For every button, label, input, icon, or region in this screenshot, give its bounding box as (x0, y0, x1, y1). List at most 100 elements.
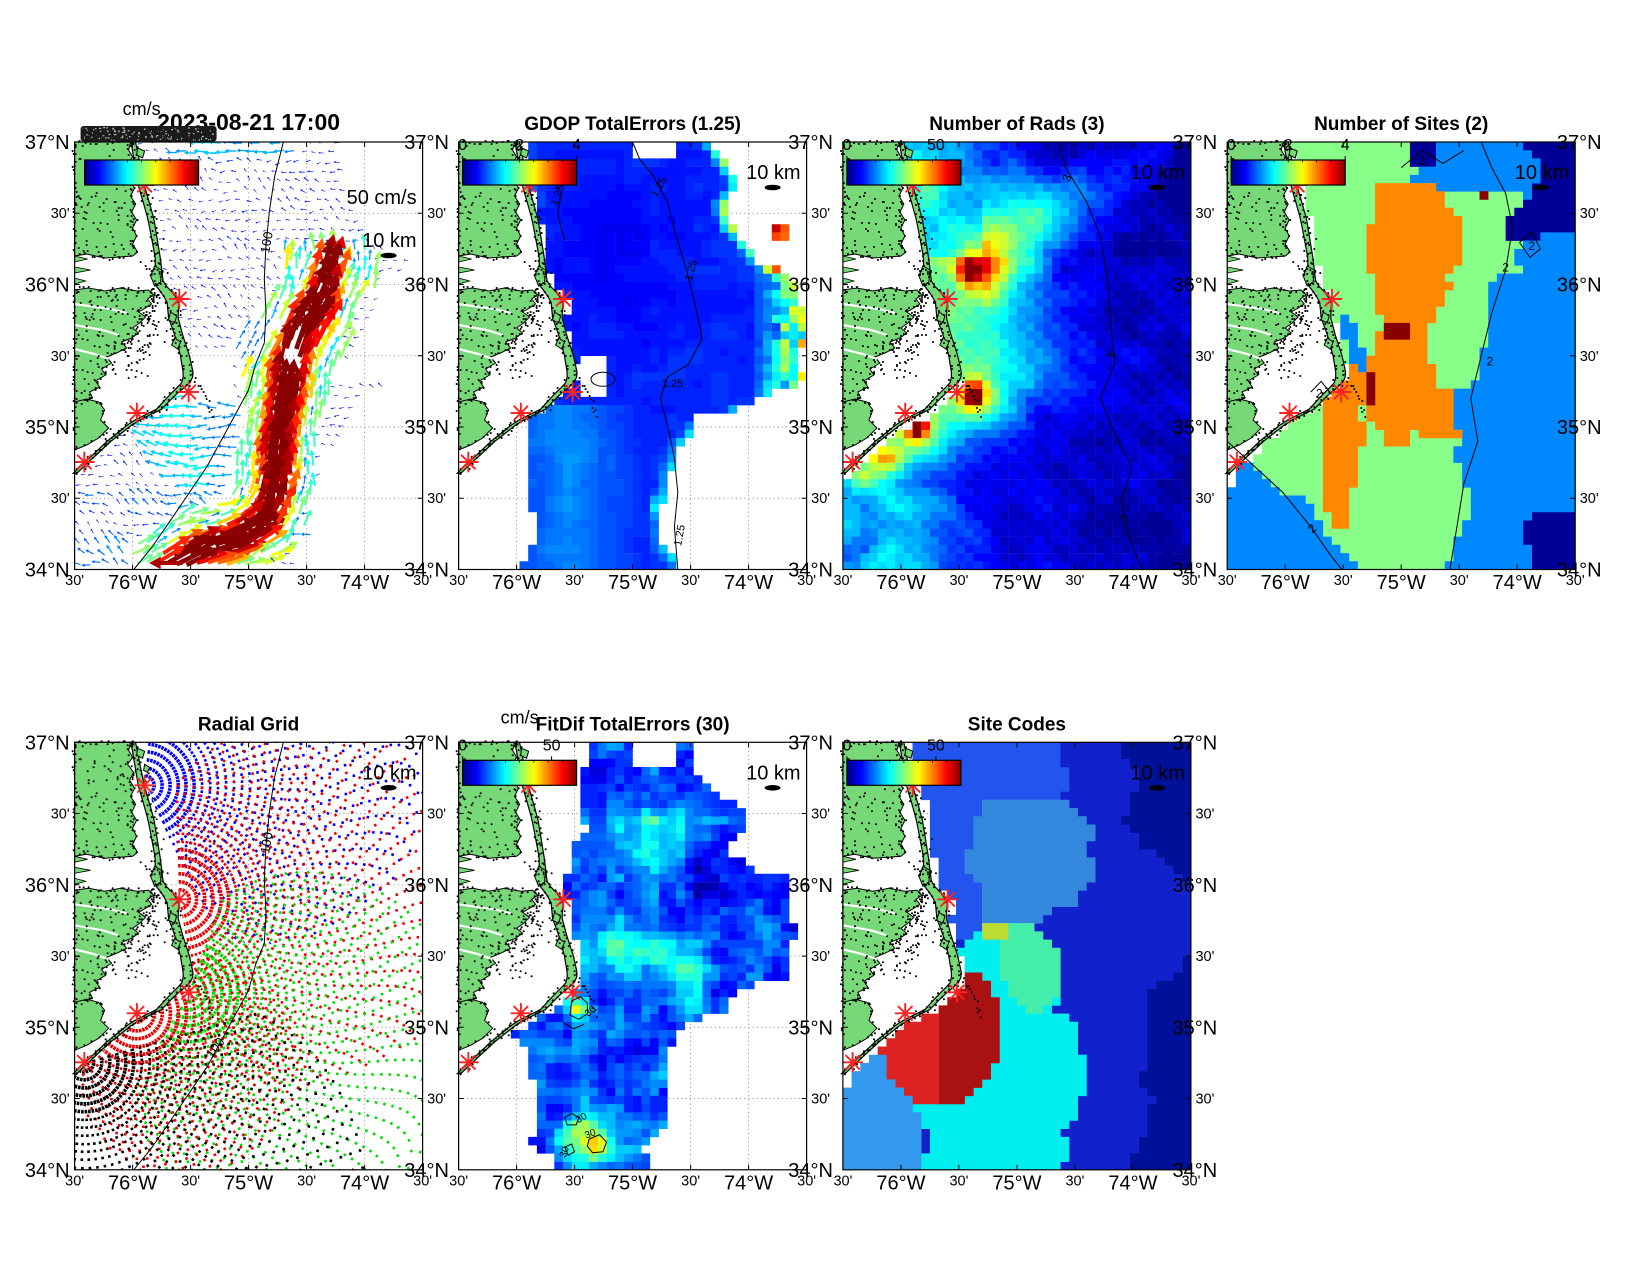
svg-text:4: 4 (572, 137, 581, 154)
svg-text:50: 50 (543, 737, 561, 754)
svg-text:30': 30' (949, 1173, 968, 1189)
svg-text:3: 3 (1105, 351, 1120, 360)
svg-text:30': 30' (427, 206, 446, 222)
svg-text:cm/s: cm/s (501, 707, 539, 727)
svg-text:36°N: 36°N (1173, 275, 1218, 297)
svg-text:30': 30' (51, 349, 70, 365)
svg-text:37°N: 37°N (788, 732, 833, 754)
svg-text:35°N: 35°N (25, 1017, 70, 1039)
svg-text:0: 0 (1227, 137, 1236, 154)
svg-text:75°W: 75°W (608, 1172, 657, 1194)
svg-text:30': 30' (565, 1173, 584, 1189)
svg-text:36°N: 36°N (25, 275, 70, 297)
svg-text:75°W: 75°W (608, 572, 657, 594)
svg-text:30': 30' (797, 573, 816, 589)
svg-text:4: 4 (1341, 137, 1350, 154)
svg-text:50 cm/s: 50 cm/s (347, 187, 417, 209)
svg-text:30': 30' (449, 1173, 468, 1189)
svg-text:0: 0 (458, 137, 467, 154)
svg-text:30': 30' (811, 491, 830, 507)
svg-text:75°W: 75°W (224, 1172, 273, 1194)
svg-text:30': 30' (1580, 491, 1599, 507)
svg-text:50: 50 (927, 737, 945, 754)
svg-text:76°W: 76°W (108, 572, 157, 594)
svg-text:30': 30' (413, 1173, 432, 1189)
svg-text:30': 30' (811, 349, 830, 365)
svg-text:Number of Rads (3): Number of Rads (3) (929, 114, 1104, 135)
svg-text:34°N: 34°N (788, 560, 833, 582)
svg-text:36°N: 36°N (788, 875, 833, 897)
svg-text:2: 2 (1284, 137, 1293, 154)
svg-text:30': 30' (833, 573, 852, 589)
svg-text:75°W: 75°W (1377, 572, 1426, 594)
svg-text:34°N: 34°N (25, 560, 70, 582)
svg-text:30': 30' (181, 573, 200, 589)
svg-text:35°N: 35°N (404, 1017, 449, 1039)
svg-text:37°N: 37°N (1173, 132, 1218, 154)
svg-text:37°N: 37°N (25, 732, 70, 754)
svg-text:30': 30' (1195, 1092, 1214, 1108)
svg-text:30': 30' (797, 1173, 816, 1189)
svg-text:30': 30' (427, 1092, 446, 1108)
svg-text:30': 30' (1195, 949, 1214, 965)
svg-text:37°N: 37°N (1557, 132, 1602, 154)
svg-text:30': 30' (949, 573, 968, 589)
svg-text:74°W: 74°W (1108, 572, 1157, 594)
svg-text:1.25: 1.25 (683, 258, 700, 282)
svg-text:30': 30' (1580, 206, 1599, 222)
svg-text:36°N: 36°N (788, 275, 833, 297)
svg-text:35°N: 35°N (1557, 417, 1602, 439)
svg-text:30': 30' (51, 807, 70, 823)
svg-text:36°N: 36°N (404, 875, 449, 897)
svg-text:30': 30' (811, 1092, 830, 1108)
svg-text:2: 2 (515, 137, 524, 154)
svg-text:0: 0 (842, 137, 851, 154)
svg-text:76°W: 76°W (876, 1172, 925, 1194)
svg-text:36°N: 36°N (1173, 875, 1218, 897)
svg-text:37°N: 37°N (404, 132, 449, 154)
svg-text:2: 2 (1502, 261, 1509, 275)
svg-text:30': 30' (51, 1092, 70, 1108)
svg-text:0: 0 (842, 737, 851, 754)
svg-text:37°N: 37°N (1173, 732, 1218, 754)
svg-text:3: 3 (1117, 512, 1133, 523)
svg-text:30': 30' (681, 573, 700, 589)
svg-text:30': 30' (413, 573, 432, 589)
svg-text:30': 30' (1065, 573, 1084, 589)
svg-text:2: 2 (1316, 387, 1323, 401)
svg-text:35°N: 35°N (404, 417, 449, 439)
svg-text:30': 30' (1195, 349, 1214, 365)
svg-text:30': 30' (811, 206, 830, 222)
svg-text:30: 30 (583, 1127, 598, 1141)
svg-text:3: 3 (1059, 172, 1075, 183)
svg-text:GDOP TotalErrors (1.25): GDOP TotalErrors (1.25) (524, 114, 741, 135)
svg-text:76°W: 76°W (492, 1172, 541, 1194)
svg-text:74°W: 74°W (1493, 572, 1542, 594)
svg-text:30': 30' (51, 491, 70, 507)
svg-text:Number of Sites (2): Number of Sites (2) (1314, 114, 1488, 135)
svg-text:30': 30' (1450, 573, 1469, 589)
svg-text:30': 30' (1195, 807, 1214, 823)
svg-text:30': 30' (1181, 1173, 1200, 1189)
svg-text:30': 30' (427, 949, 446, 965)
svg-text:34°N: 34°N (1557, 560, 1602, 582)
svg-text:100: 100 (257, 831, 276, 855)
svg-text:30': 30' (811, 949, 830, 965)
svg-text:30': 30' (1065, 1173, 1084, 1189)
svg-text:74°W: 74°W (340, 1172, 389, 1194)
svg-text:30': 30' (51, 949, 70, 965)
svg-text:75°W: 75°W (992, 1172, 1041, 1194)
svg-text:30': 30' (51, 206, 70, 222)
svg-text:2: 2 (1419, 154, 1426, 168)
svg-text:76°W: 76°W (876, 572, 925, 594)
svg-text:50: 50 (927, 137, 945, 154)
svg-text:30': 30' (181, 1173, 200, 1189)
svg-text:30': 30' (1195, 491, 1214, 507)
svg-text:30': 30' (1566, 573, 1585, 589)
svg-text:30': 30' (65, 1173, 84, 1189)
svg-text:cm/s: cm/s (123, 99, 161, 119)
svg-text:36°N: 36°N (1557, 275, 1602, 297)
svg-text:76°W: 76°W (1261, 572, 1310, 594)
svg-text:30': 30' (1181, 573, 1200, 589)
svg-text:34°N: 34°N (1173, 560, 1218, 582)
